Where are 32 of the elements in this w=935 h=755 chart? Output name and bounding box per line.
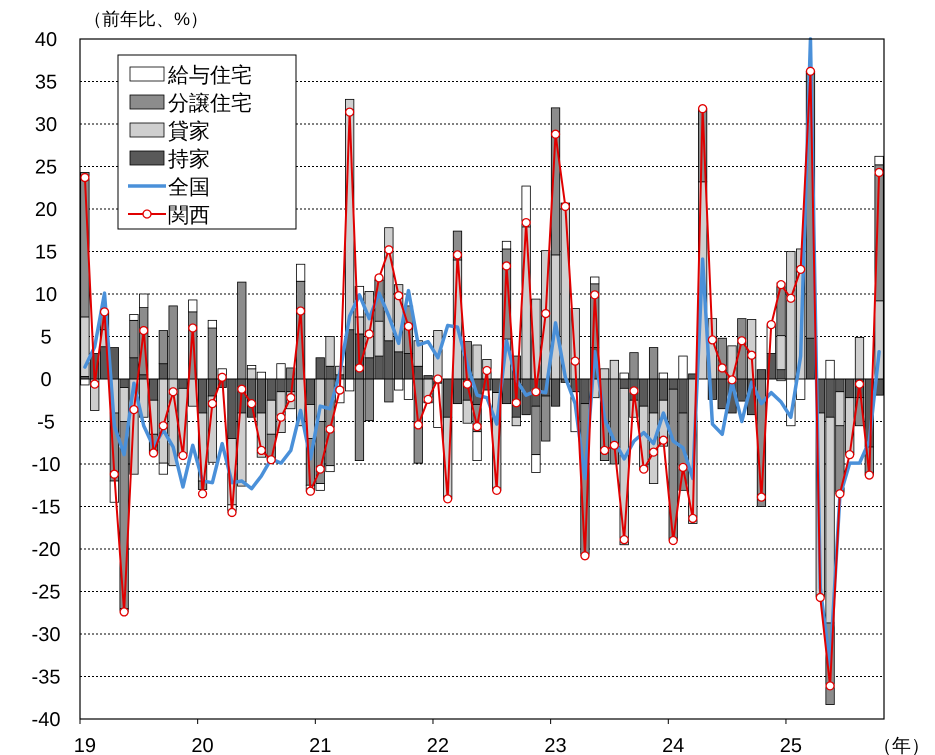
y-tick-label: -40 (32, 709, 60, 731)
y-tick-label: 20 (34, 199, 58, 221)
x-tick-label: 22 (426, 735, 450, 755)
y-tick-label: 30 (34, 114, 58, 136)
y-tick-label: -20 (32, 539, 60, 561)
legend-label: 分譲住宅 (168, 92, 252, 115)
y-tick-label: -10 (32, 454, 60, 476)
x-tick-label: 24 (662, 735, 684, 755)
legend-label: 給与住宅 (167, 64, 252, 87)
x-tick-label: 21 (309, 735, 332, 755)
legend-label: 全国 (168, 176, 210, 199)
x-axis-title: （年） (873, 736, 930, 755)
y-tick-label: 10 (34, 284, 58, 306)
x-tick-label: 23 (544, 735, 567, 755)
x-tick-label: 20 (191, 735, 214, 755)
x-tick-label: 25 (780, 735, 802, 755)
y-tick-label: -5 (37, 412, 55, 434)
y-tick-label: -30 (32, 624, 60, 646)
legend-label: 持家 (168, 148, 210, 171)
y-tick-label: 0 (40, 369, 52, 391)
y-tick-label: 25 (34, 156, 58, 178)
y-tick-label: -25 (32, 582, 60, 604)
legend-label: 関西 (168, 204, 210, 227)
y-tick-label: 40 (34, 29, 58, 51)
y-tick-label: 5 (40, 326, 52, 348)
legend-label: 貸家 (168, 120, 210, 143)
y-axis-title: （前年比、%） (84, 9, 208, 29)
y-tick-label: 35 (34, 72, 58, 94)
y-tick-label: -35 (32, 666, 60, 688)
y-tick-label: -15 (32, 496, 60, 518)
y-tick-label: 15 (34, 242, 58, 264)
x-tick-label: 19 (74, 735, 96, 755)
